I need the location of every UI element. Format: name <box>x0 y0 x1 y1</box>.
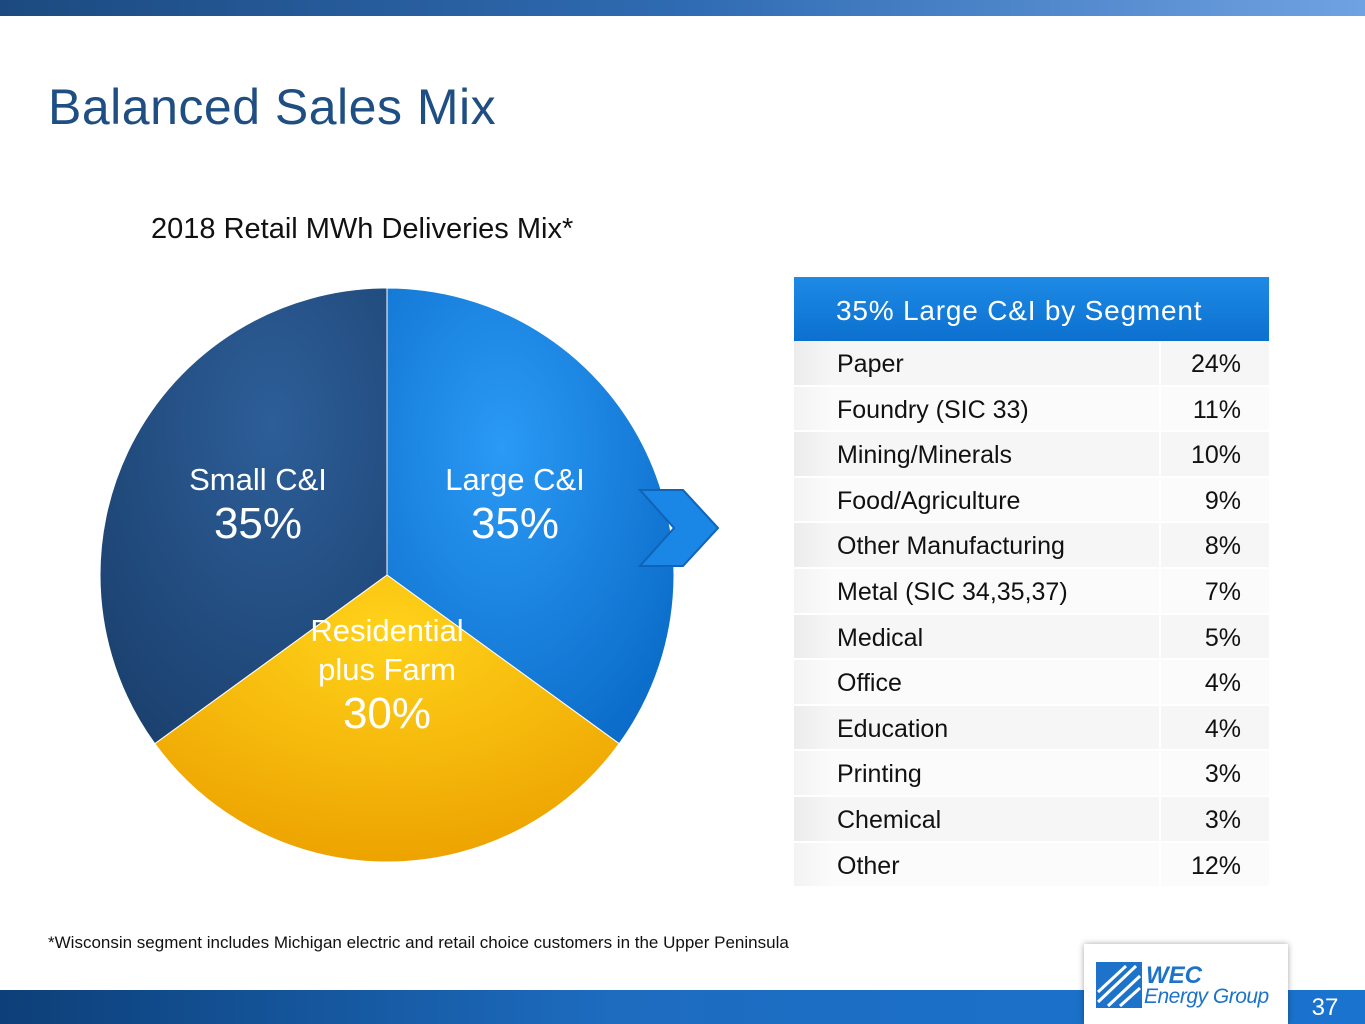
table-row: Paper 24% <box>794 341 1269 387</box>
column-divider <box>1159 842 1161 887</box>
table-row: Education 4% <box>794 705 1269 752</box>
chevron-arrow-icon <box>637 489 720 567</box>
pie-value-label: 30% <box>342 689 432 738</box>
table-row: Chemical 3% <box>794 796 1269 843</box>
pie-value-label: 35% <box>213 499 303 548</box>
segment-percent: 3% <box>1204 760 1241 789</box>
segment-percent: 3% <box>1204 805 1241 834</box>
column-divider <box>1159 660 1161 704</box>
column-divider <box>1159 796 1161 841</box>
table-row: Foundry (SIC 33) 11% <box>794 386 1269 433</box>
pie-chart <box>99 287 675 863</box>
segment-name: Other <box>837 851 900 880</box>
footnote: *Wisconsin segment includes Michigan ele… <box>48 933 789 952</box>
table-row: Office 4% <box>794 660 1269 706</box>
segment-percent: 8% <box>1204 532 1241 561</box>
wec-logo-icon <box>1096 962 1142 1008</box>
segment-percent: 5% <box>1204 623 1241 652</box>
table-row: Medical 5% <box>794 614 1269 661</box>
segment-name: Foundry (SIC 33) <box>837 395 1029 424</box>
segment-name: Paper <box>837 350 904 378</box>
pie-slice-large-c-i <box>386 287 675 745</box>
page-number: 37 <box>1311 994 1339 1021</box>
table-row: Metal (SIC 34,35,37) 7% <box>794 568 1269 615</box>
pie-category-label: Small C&I <box>189 462 327 497</box>
segment-percent: 4% <box>1204 669 1241 698</box>
column-divider <box>1159 432 1161 476</box>
pie-category-label: plus Farm <box>318 652 456 687</box>
table-row: Printing 3% <box>794 751 1269 797</box>
segment-name: Chemical <box>837 805 942 834</box>
segment-name: Mining/Minerals <box>837 441 1013 470</box>
pie-slice-residential-plus-farm <box>154 574 620 863</box>
logo-wordmark-energy-group: Energy Group <box>1144 985 1269 1008</box>
segment-table-header: 35% Large C&I by Segment <box>794 277 1269 341</box>
column-divider <box>1159 614 1161 659</box>
segment-name: Metal (SIC 34,35,37) <box>837 577 1068 606</box>
pie-slice-small-c-i <box>99 287 388 745</box>
company-logo: WEC Energy Group <box>1084 944 1288 1024</box>
segment-table: 35% Large C&I by Segment Paper 24% Foundry… <box>794 277 1269 889</box>
table-row: Other Manufacturing 8% <box>794 523 1269 569</box>
segment-name: Other Manufacturing <box>837 532 1065 561</box>
column-divider <box>1159 568 1161 613</box>
segment-percent: 12% <box>1190 851 1241 880</box>
pie-category-label: Residential <box>310 613 464 648</box>
column-divider <box>1159 751 1161 795</box>
pie-label-small-c-i: Small C&I 35% <box>108 460 408 549</box>
pie-value-label: 35% <box>470 499 560 548</box>
segment-percent: 24% <box>1190 350 1241 378</box>
table-row: Food/Agriculture 9% <box>794 477 1269 524</box>
pie-label-residential-plus-farm: Residential plus Farm 30% <box>237 611 537 739</box>
top-accent-bar <box>0 0 1365 16</box>
segment-name: Printing <box>837 760 922 789</box>
column-divider <box>1159 705 1161 750</box>
segment-percent: 7% <box>1204 577 1241 606</box>
segment-name: Office <box>837 669 902 698</box>
segment-name: Medical <box>837 623 924 652</box>
pie-label-large-c-i: Large C&I 35% <box>365 460 665 549</box>
table-row: Other 12% <box>794 842 1269 889</box>
segment-percent: 10% <box>1190 441 1241 470</box>
pie-category-label: Large C&I <box>445 462 585 497</box>
table-row: Mining/Minerals 10% <box>794 432 1269 478</box>
segment-percent: 4% <box>1204 714 1241 743</box>
segment-percent: 11% <box>1192 395 1241 424</box>
slide-title: Balanced Sales Mix <box>48 79 497 135</box>
segment-name: Education <box>837 714 949 743</box>
segment-name: Food/Agriculture <box>837 486 1021 515</box>
segment-percent: 9% <box>1204 486 1241 515</box>
chart-title: 2018 Retail MWh Deliveries Mix* <box>151 213 574 245</box>
logo-wordmark-wec: WEC <box>1146 962 1202 989</box>
column-divider <box>1159 523 1161 567</box>
column-divider <box>1159 341 1161 385</box>
column-divider <box>1159 477 1161 522</box>
column-divider <box>1159 386 1161 431</box>
